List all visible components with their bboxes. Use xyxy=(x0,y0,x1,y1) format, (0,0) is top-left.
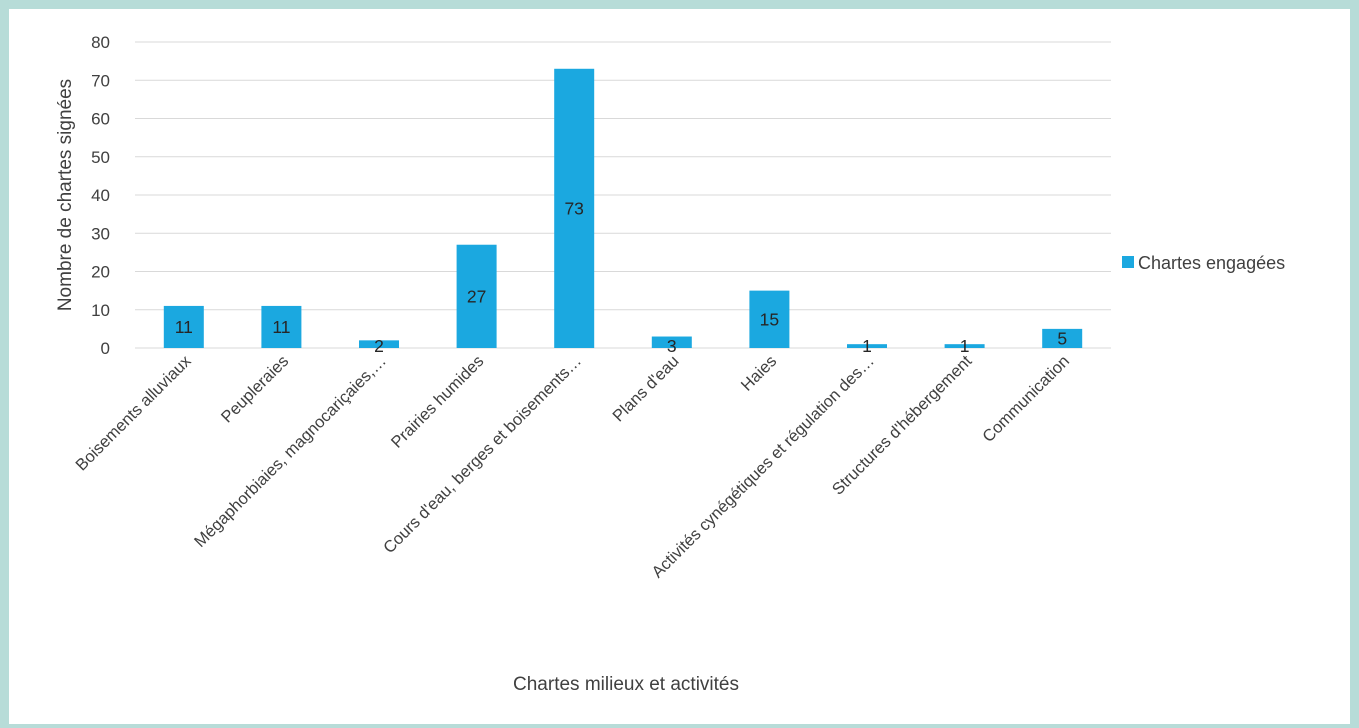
legend: Chartes engagées xyxy=(1122,253,1285,273)
y-tick-labels: 0 10 20 30 40 50 60 70 80 xyxy=(91,33,110,358)
legend-swatch xyxy=(1122,256,1134,268)
bar xyxy=(359,340,399,348)
x-category-label: Plans d'eau xyxy=(609,352,682,425)
x-category-label: Communication xyxy=(979,352,1073,446)
x-category-label: Prairies humides xyxy=(388,352,488,452)
bars xyxy=(163,68,1083,349)
x-category-label: Mégaphorbiaies, magnocariçaies,… xyxy=(191,352,390,551)
bar xyxy=(1042,328,1083,348)
bar xyxy=(163,305,204,348)
y-tick-label: 40 xyxy=(91,186,110,205)
bar xyxy=(944,344,985,348)
x-category-label: Boisements alluviaux xyxy=(72,352,195,475)
y-tick-label: 10 xyxy=(91,301,110,320)
data-label: 1 xyxy=(862,336,872,356)
data-label: 1 xyxy=(960,336,970,356)
x-category-label: Cours d'eau, berges et boisements… xyxy=(380,352,585,557)
x-category-label: Haies xyxy=(738,352,781,395)
data-label: 15 xyxy=(760,309,779,329)
y-tick-label: 0 xyxy=(101,339,110,358)
data-label: 27 xyxy=(467,286,486,306)
y-tick-label: 80 xyxy=(91,33,110,52)
data-label: 3 xyxy=(667,336,677,356)
y-tick-label: 70 xyxy=(91,71,110,90)
legend-label: Chartes engagées xyxy=(1138,253,1285,273)
y-tick-label: 30 xyxy=(91,224,110,243)
y-axis-title: Nombre de chartes signées xyxy=(55,79,76,311)
x-category-label: Activités cynégétiques et régulation des… xyxy=(648,352,877,581)
x-axis-title: Chartes milieux et activités xyxy=(513,674,739,695)
bar xyxy=(651,336,692,348)
bar xyxy=(554,68,595,349)
bar xyxy=(456,244,497,348)
y-tick-label: 20 xyxy=(91,263,110,282)
bar xyxy=(749,290,790,348)
data-label: 73 xyxy=(564,198,583,218)
data-label: 11 xyxy=(175,317,193,337)
x-category-label: Peupleraies xyxy=(218,352,292,426)
data-label: 2 xyxy=(374,336,384,356)
bar xyxy=(847,344,887,348)
data-label: 5 xyxy=(1057,328,1067,348)
y-tick-label: 60 xyxy=(91,110,110,129)
x-category-labels: Boisements alluviaux PeupleraiesMégaphorb… xyxy=(72,352,1073,582)
gridlines xyxy=(135,41,1111,349)
bar xyxy=(261,305,302,348)
data-label: 11 xyxy=(272,317,290,337)
y-tick-label: 50 xyxy=(91,148,110,167)
